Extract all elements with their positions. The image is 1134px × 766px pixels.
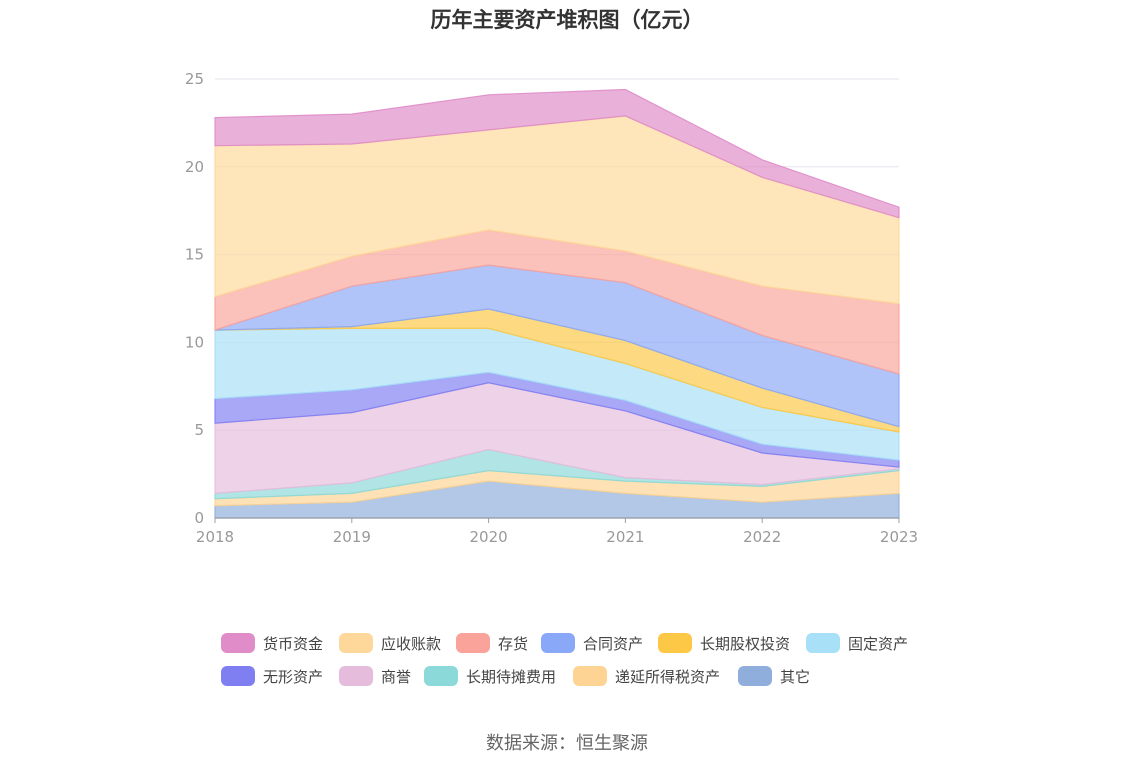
legend-swatch bbox=[456, 633, 490, 653]
x-tick-label: 2020 bbox=[470, 528, 508, 546]
legend-swatch bbox=[738, 666, 772, 686]
legend-row-2: 无形资产 商誉 长期待摊费用 递延所得税资产 其它 bbox=[0, 663, 1134, 689]
legend-item[interactable]: 其它 bbox=[738, 663, 810, 689]
legend-label: 递延所得税资产 bbox=[615, 667, 721, 686]
legend-item[interactable]: 合同资产 bbox=[541, 630, 643, 656]
legend-item[interactable]: 货币资金 bbox=[221, 630, 323, 656]
legend-item[interactable]: 长期待摊费用 bbox=[424, 663, 556, 689]
legend-label: 存货 bbox=[498, 634, 529, 653]
legend-item[interactable]: 递延所得税资产 bbox=[573, 663, 720, 689]
legend-swatch bbox=[541, 633, 575, 653]
y-tick-label: 10 bbox=[185, 333, 204, 351]
data-source: 数据来源：恒生聚源 bbox=[486, 733, 648, 754]
legend-label: 固定资产 bbox=[848, 634, 909, 653]
y-tick-label: 25 bbox=[185, 70, 204, 88]
x-tick-label: 2021 bbox=[606, 528, 644, 546]
chart-title: 历年主要资产堆积图（亿元） bbox=[430, 8, 704, 32]
legend-item[interactable]: 固定资产 bbox=[806, 630, 908, 656]
legend-item[interactable]: 商誉 bbox=[339, 663, 411, 689]
legend-label: 货币资金 bbox=[263, 634, 324, 653]
legend-swatch bbox=[339, 633, 373, 653]
x-tick-label: 2023 bbox=[880, 528, 918, 546]
legend-label: 合同资产 bbox=[583, 634, 644, 653]
legend-swatch bbox=[806, 633, 840, 653]
x-tick-label: 2019 bbox=[333, 528, 371, 546]
y-tick-label: 5 bbox=[194, 421, 204, 439]
y-tick-label: 0 bbox=[194, 509, 204, 527]
legend-item[interactable]: 无形资产 bbox=[221, 663, 323, 689]
legend-swatch bbox=[573, 666, 607, 686]
legend-swatch bbox=[339, 666, 373, 686]
legend-label: 长期待摊费用 bbox=[466, 667, 557, 686]
legend-label: 应收账款 bbox=[381, 634, 442, 653]
legend-item[interactable]: 存货 bbox=[456, 630, 528, 656]
x-tick-label: 2018 bbox=[196, 528, 234, 546]
legend-label: 长期股权投资 bbox=[700, 634, 791, 653]
stacked-area-chart: 0 5 10 15 20 25 2018 2019 2020 2021 2022 2023 bbox=[185, 70, 918, 546]
legend-swatch bbox=[221, 666, 255, 686]
legend-swatch bbox=[221, 633, 255, 653]
y-tick-label: 15 bbox=[185, 246, 204, 264]
area-series bbox=[214, 88, 900, 219]
legend-label: 商誉 bbox=[381, 667, 412, 686]
x-tick-label: 2022 bbox=[743, 528, 781, 546]
legend-item[interactable]: 应收账款 bbox=[339, 630, 441, 656]
legend-row-1: 货币资金 应收账款 存货 合同资产 长期股权投资 固定资产 bbox=[0, 630, 1134, 656]
legend-swatch bbox=[658, 633, 692, 653]
legend-swatch bbox=[424, 666, 458, 686]
legend-label: 其它 bbox=[780, 667, 811, 686]
legend-label: 无形资产 bbox=[263, 667, 324, 686]
legend-item[interactable]: 长期股权投资 bbox=[658, 630, 790, 656]
y-tick-label: 20 bbox=[185, 158, 204, 176]
